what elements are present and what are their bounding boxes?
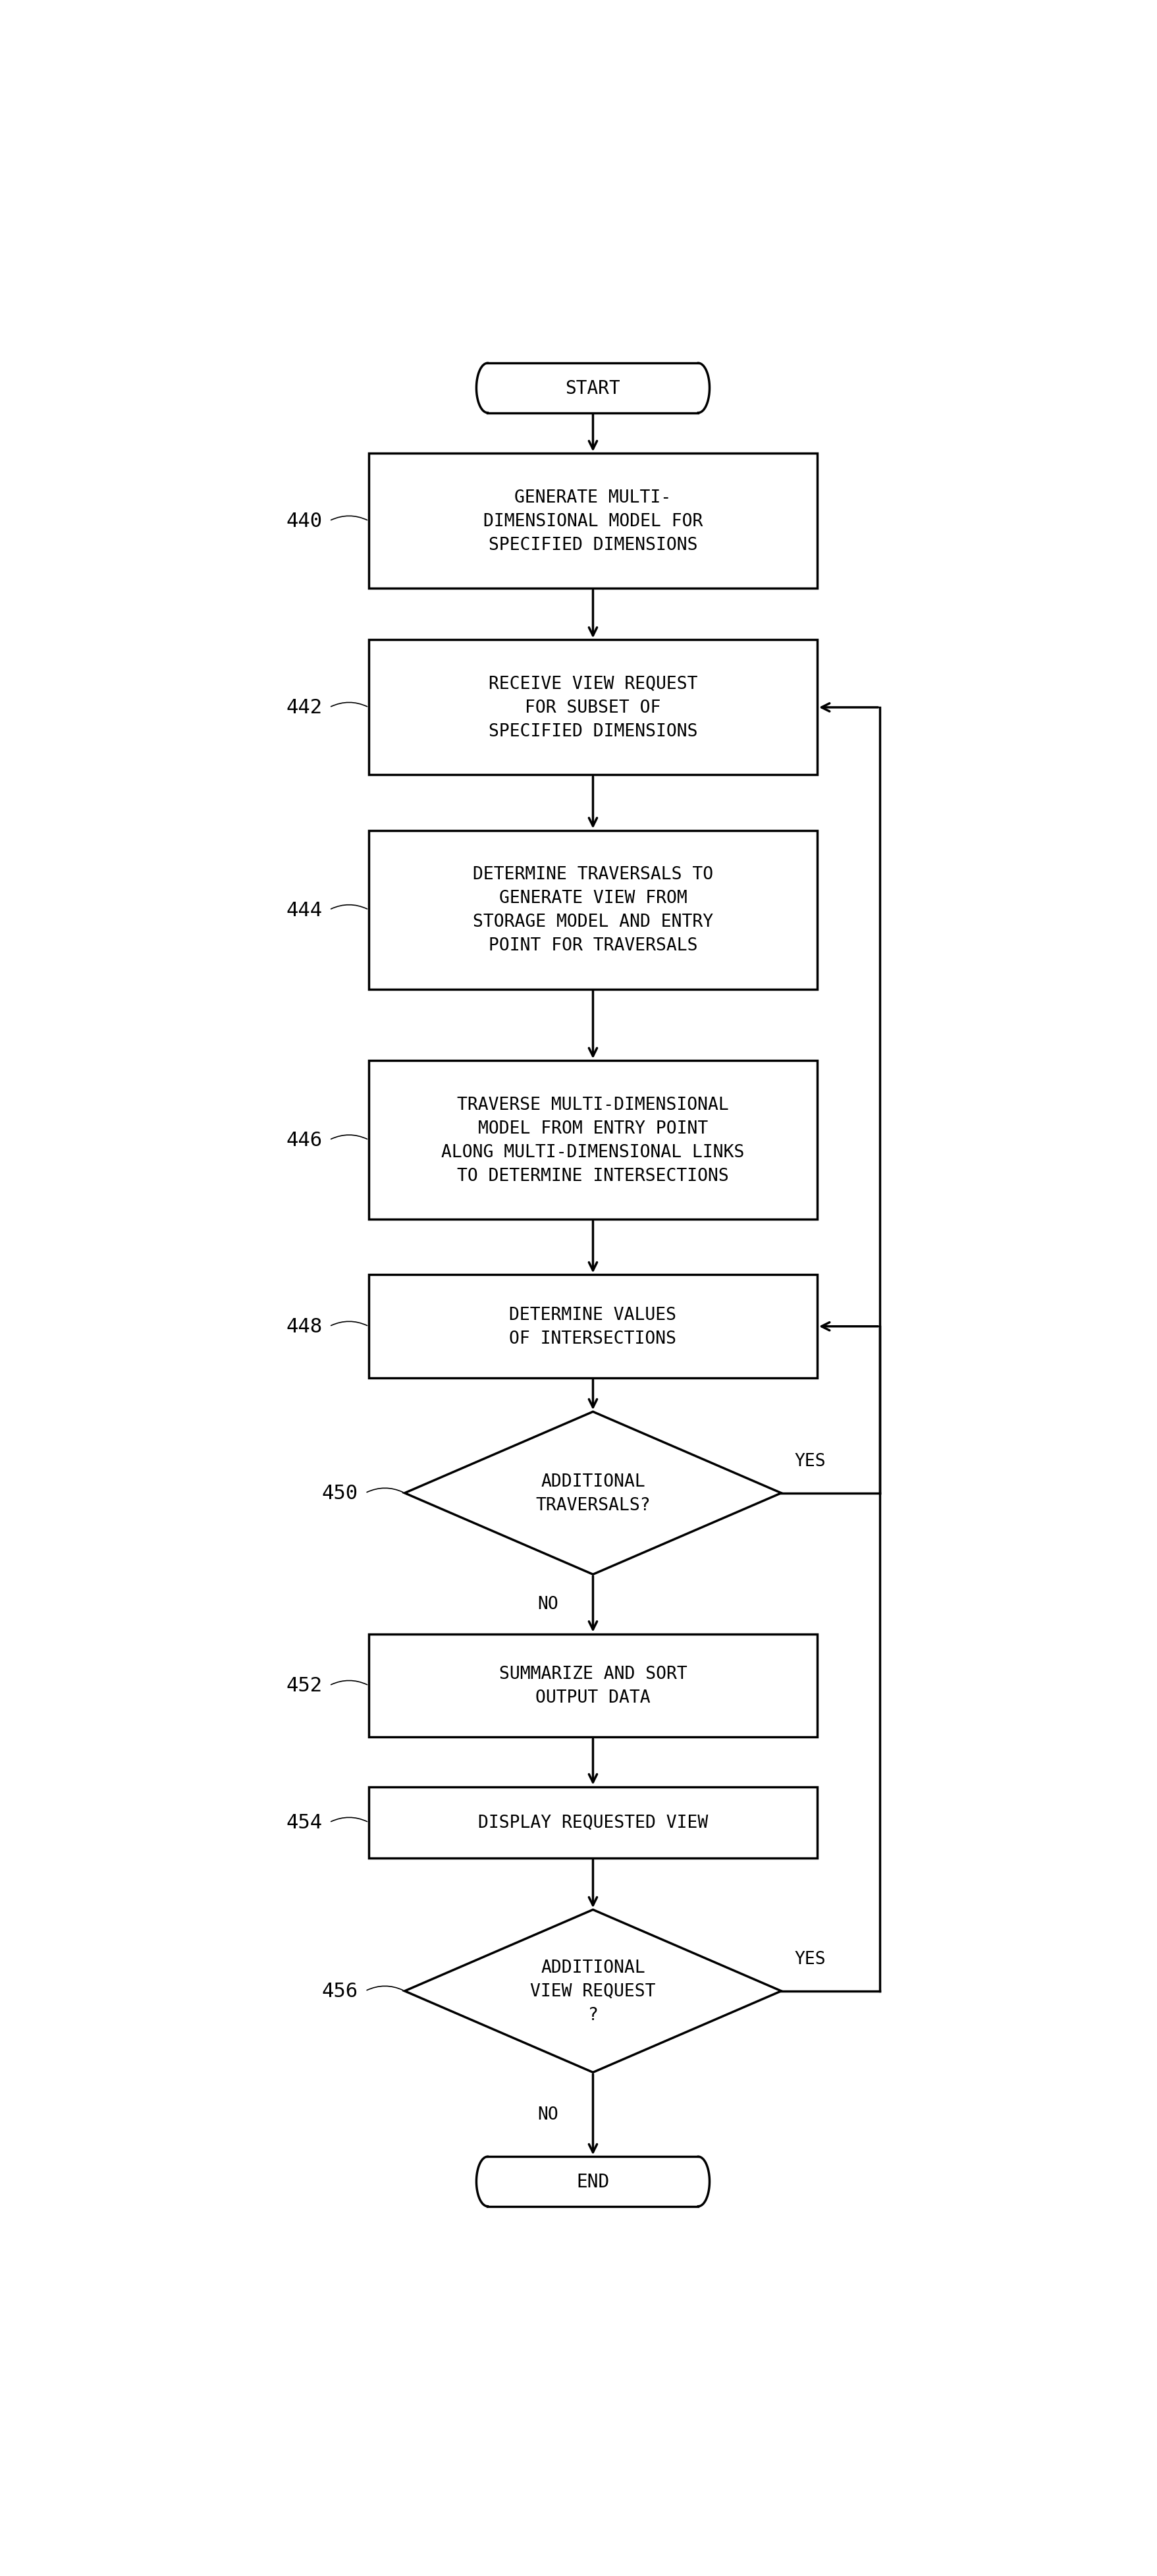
Text: TRAVERSE MULTI-DIMENSIONAL
MODEL FROM ENTRY POINT
ALONG MULTI-DIMENSIONAL LINKS
: TRAVERSE MULTI-DIMENSIONAL MODEL FROM EN… [441, 1097, 745, 1185]
Text: NO: NO [538, 2107, 559, 2123]
Polygon shape [477, 363, 709, 412]
Text: GENERATE MULTI-
DIMENSIONAL MODEL FOR
SPECIFIED DIMENSIONS: GENERATE MULTI- DIMENSIONAL MODEL FOR SP… [484, 489, 702, 554]
Bar [369, 1275, 817, 1378]
Text: 442: 442 [286, 698, 323, 716]
Text: ADDITIONAL
TRAVERSALS?: ADDITIONAL TRAVERSALS? [536, 1473, 650, 1515]
Bar [369, 641, 817, 775]
Text: 440: 440 [286, 513, 323, 531]
Text: 444: 444 [286, 902, 323, 920]
Bar [369, 453, 817, 590]
Text: 456: 456 [322, 1981, 359, 2002]
Polygon shape [477, 2156, 709, 2208]
Bar [369, 1061, 817, 1218]
Text: YES: YES [795, 1453, 826, 1468]
Bar [369, 832, 817, 989]
Text: DETERMINE TRAVERSALS TO
GENERATE VIEW FROM
STORAGE MODEL AND ENTRY
POINT FOR TRA: DETERMINE TRAVERSALS TO GENERATE VIEW FR… [473, 866, 713, 953]
Polygon shape [405, 1412, 781, 1574]
Text: END: END [576, 2172, 610, 2190]
Text: YES: YES [795, 1950, 826, 1968]
Bar [369, 1633, 817, 1736]
Text: 448: 448 [286, 1316, 323, 1337]
Text: 452: 452 [286, 1677, 323, 1695]
Text: NO: NO [538, 1595, 559, 1613]
Bar [369, 1788, 817, 1857]
Text: ADDITIONAL
VIEW REQUEST
?: ADDITIONAL VIEW REQUEST ? [530, 1958, 656, 2022]
Polygon shape [405, 1909, 781, 2074]
Text: SUMMARIZE AND SORT
OUTPUT DATA: SUMMARIZE AND SORT OUTPUT DATA [499, 1664, 687, 1705]
Text: 450: 450 [322, 1484, 359, 1502]
Text: 446: 446 [286, 1131, 323, 1149]
Text: DISPLAY REQUESTED VIEW: DISPLAY REQUESTED VIEW [478, 1814, 708, 1832]
Text: RECEIVE VIEW REQUEST
FOR SUBSET OF
SPECIFIED DIMENSIONS: RECEIVE VIEW REQUEST FOR SUBSET OF SPECI… [488, 675, 698, 739]
Text: START: START [566, 379, 620, 397]
Text: DETERMINE VALUES
OF INTERSECTIONS: DETERMINE VALUES OF INTERSECTIONS [509, 1306, 677, 1347]
Text: 454: 454 [286, 1814, 323, 1832]
